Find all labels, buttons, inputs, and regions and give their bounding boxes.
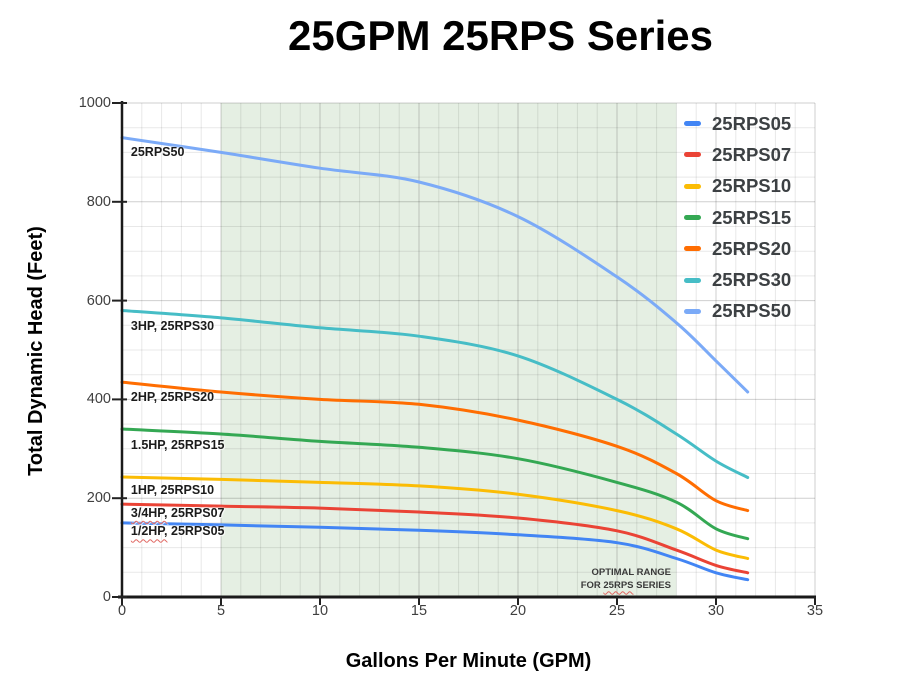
y-tick-label: 400 — [86, 391, 111, 408]
series-curve-25RPS05[interactable] — [120, 521, 750, 582]
axes — [118, 101, 816, 599]
optimal-range-note: OPTIMAL RANGE FOR 25RPS SERIES — [531, 567, 671, 592]
spellcheck-wavy-text: 1/2HP, — [130, 524, 168, 539]
legend-item-25RPS05[interactable]: 25RPS05 — [684, 108, 791, 139]
curve-label-25RPS07: 3/4HP, 25RPS07 — [130, 506, 225, 521]
legend-item-25RPS07[interactable]: 25RPS07 — [684, 139, 791, 170]
series-curve-25RPS50[interactable] — [120, 136, 750, 394]
spellcheck-wavy-text: 3/4HP, — [130, 506, 168, 521]
series-curve-25RPS30[interactable] — [120, 309, 750, 479]
series-curve-25RPS15[interactable] — [120, 427, 750, 541]
x-tick-label: 35 — [806, 603, 824, 619]
legend-marker-icon — [684, 308, 701, 314]
legend-marker-icon — [684, 215, 701, 221]
legend-item-25RPS10[interactable]: 25RPS10 — [684, 171, 791, 202]
tick-marks — [112, 102, 816, 605]
legend-label: 25RPS15 — [712, 206, 792, 228]
legend-item-25RPS30[interactable]: 25RPS30 — [684, 264, 791, 295]
x-tick-label: 10 — [311, 603, 329, 619]
y-tick-label: 1000 — [78, 95, 111, 111]
legend-label: 25RPS30 — [712, 269, 792, 291]
major-gridlines — [122, 102, 816, 597]
legend-item-25RPS15[interactable]: 25RPS15 — [684, 202, 791, 233]
legend-label: 25RPS50 — [712, 300, 792, 322]
series-curve-25RPS20[interactable] — [120, 380, 750, 513]
legend-label: 25RPS20 — [712, 237, 792, 259]
curve-label-25RPS15: 1.5HP, 25RPS15 — [130, 437, 225, 452]
x-tick-label: 15 — [410, 603, 428, 619]
x-tick-label: 5 — [216, 603, 226, 619]
y-tick-label: 600 — [86, 292, 111, 309]
legend-marker-icon — [684, 121, 701, 127]
series-curve-25RPS10[interactable] — [120, 475, 750, 560]
series-curves — [120, 136, 750, 582]
curve-label-25RPS50: 25RPS50 — [130, 145, 185, 160]
y-tick-label: 200 — [86, 490, 111, 507]
legend-item-25RPS20[interactable]: 25RPS20 — [684, 233, 791, 264]
x-tick-label: 0 — [117, 603, 127, 619]
x-tick-label: 30 — [707, 603, 725, 619]
x-axis-title: Gallons Per Minute (GPM) — [345, 650, 592, 672]
legend-item-25RPS50[interactable]: 25RPS50 — [684, 296, 791, 327]
curve-label-25RPS20: 2HP, 25RPS20 — [130, 390, 215, 405]
curve-label-25RPS30: 3HP, 25RPS30 — [130, 319, 215, 334]
y-axis-title: Total Dynamic Head (Feet) — [25, 226, 47, 476]
x-tick-label: 20 — [509, 603, 527, 619]
legend-marker-icon — [684, 183, 701, 189]
series-curve-25RPS07[interactable] — [120, 502, 750, 575]
optimal-range-note-line1: OPTIMAL RANGE — [591, 567, 671, 578]
chart-title: 25GPM 25RPS Series — [288, 12, 713, 59]
curve-label-25RPS05: 1/2HP, 25RPS05 — [130, 524, 225, 539]
spellcheck-wavy-text: 25RPS — [603, 579, 634, 591]
legend-label: 25RPS05 — [712, 112, 792, 134]
legend: 25RPS05 25RPS07 25RPS10 25RPS15 25RPS20 25RPS… — [684, 108, 791, 327]
legend-label: 25RPS07 — [712, 143, 792, 165]
x-tick-label: 25 — [608, 603, 626, 619]
legend-marker-icon — [684, 277, 701, 283]
y-tick-label: 0 — [102, 589, 111, 605]
legend-label: 25RPS10 — [712, 175, 792, 197]
y-tick-label: 800 — [86, 193, 111, 210]
curve-label-25RPS10: 1HP, 25RPS10 — [130, 482, 215, 497]
legend-marker-icon — [684, 152, 701, 158]
legend-marker-icon — [684, 246, 701, 252]
optimal-range-note-line2: FOR 25RPS SERIES — [580, 579, 671, 591]
